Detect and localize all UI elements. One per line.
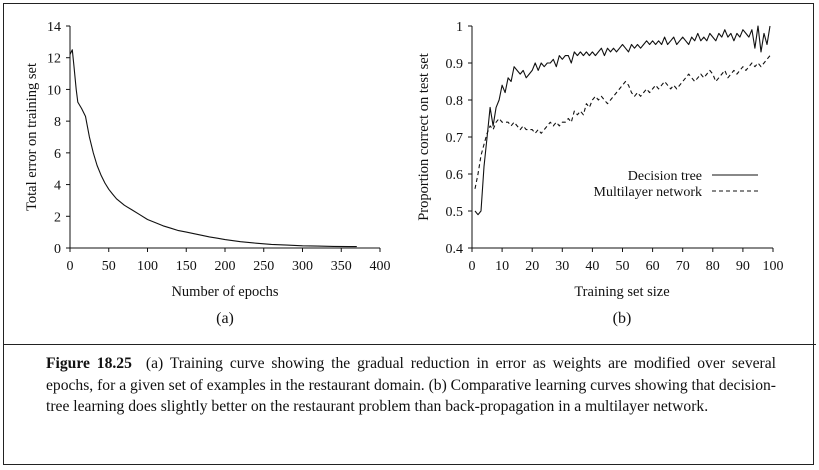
- y-tick-label: 0.8: [446, 94, 464, 109]
- x-tick-label: 30: [555, 259, 569, 274]
- x-tick-label: 10: [495, 259, 509, 274]
- x-tick-label: 90: [736, 259, 750, 274]
- x-tick-label: 0: [469, 259, 476, 274]
- x-tick-label: 20: [525, 259, 539, 274]
- figure-caption: Figure 18.25 (a) Training curve showing t…: [46, 353, 776, 418]
- x-tick-label: 200: [215, 259, 236, 274]
- y-tick-label: 8: [54, 115, 61, 130]
- y-axis-label: Proportion correct on test set: [416, 53, 432, 221]
- y-tick-label: 12: [47, 52, 61, 67]
- x-tick-label: 50: [102, 259, 116, 274]
- y-tick-label: 14: [47, 20, 61, 35]
- y-tick-label: 10: [47, 83, 61, 98]
- x-tick-label: 0: [67, 259, 74, 274]
- panel-label: (a): [216, 310, 234, 327]
- x-tick-label: 400: [370, 259, 391, 274]
- x-tick-label: 70: [676, 259, 690, 274]
- x-tick-label: 100: [137, 259, 158, 274]
- x-tick-label: 350: [331, 259, 352, 274]
- x-tick-label: 80: [706, 259, 720, 274]
- figure-frame: [3, 3, 814, 465]
- y-tick-label: 0.5: [446, 205, 464, 220]
- caption-label: Figure 18.25: [46, 355, 132, 372]
- legend-label: Decision tree: [628, 169, 702, 184]
- series-line: [69, 49, 357, 248]
- caption-divider: [3, 344, 816, 345]
- y-tick-label: 0.4: [446, 242, 464, 257]
- y-tick-label: 0.7: [446, 131, 464, 146]
- y-tick-label: 4: [54, 179, 61, 194]
- x-tick-label: 300: [292, 259, 313, 274]
- x-tick-label: 100: [763, 259, 784, 274]
- x-tick-label: 60: [646, 259, 660, 274]
- y-tick-label: 0.9: [446, 57, 464, 72]
- x-tick-label: 50: [616, 259, 630, 274]
- y-tick-label: 2: [54, 210, 61, 225]
- x-tick-label: 40: [585, 259, 599, 274]
- y-tick-label: 0.6: [446, 168, 464, 183]
- caption-text: (a) Training curve showing the gradual r…: [46, 355, 776, 415]
- y-tick-label: 1: [456, 20, 463, 35]
- x-tick-label: 250: [253, 259, 274, 274]
- x-tick-label: 150: [176, 259, 197, 274]
- panel-label: (b): [613, 310, 632, 327]
- series-line-decision-tree: [474, 25, 771, 216]
- chart-a: 0 2 4 6 8 10 12 14 0 50 100 150 200 250 300 350 400 Numbe…: [24, 20, 391, 327]
- chart-b: 0.40.50.60.70.80.910 10 20 30 40 50 60 70 80 90 10…: [416, 20, 784, 327]
- x-axis-label: Number of epochs: [171, 284, 278, 300]
- y-axis-label: Total error on training set: [24, 63, 40, 211]
- y-tick-label: 6: [54, 147, 61, 162]
- series-line-multilayer-network: [474, 55, 771, 189]
- y-tick-label: 0: [54, 242, 61, 257]
- legend-label: Multilayer network: [594, 185, 702, 200]
- x-axis-label: Training set size: [574, 284, 669, 300]
